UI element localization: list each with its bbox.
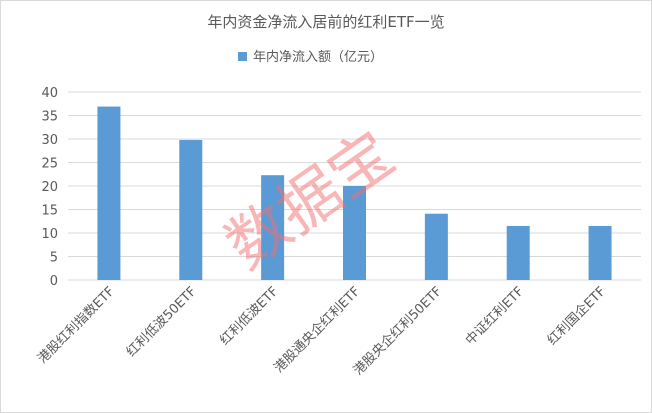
bar: [506, 225, 530, 280]
x-tick-label: 港股通央企红利ETF: [271, 284, 363, 376]
y-tick-label: 35: [41, 110, 58, 125]
y-tick-label: 30: [41, 133, 58, 148]
y-tick-label: 0: [50, 274, 58, 289]
y-tick-label: 5: [50, 251, 58, 266]
bar: [261, 175, 285, 280]
x-tick-label: 港股央企红利50ETF: [350, 284, 445, 379]
bar: [343, 186, 366, 280]
y-tick-label: 25: [41, 157, 58, 172]
legend: 年内净流入额（亿元）: [238, 49, 383, 65]
y-tick-label: 40: [41, 86, 58, 101]
chart-title: 年内资金净流入居前的红利ETF一览: [207, 13, 444, 31]
watermark: 数据宝: [213, 117, 407, 283]
x-tick-label: 红利低波50ETF: [123, 284, 200, 361]
y-tick-label: 15: [41, 204, 58, 219]
x-tick-label: 红利低波ETF: [217, 284, 282, 349]
x-tick-label: 港股红利指数ETF: [35, 284, 118, 367]
bar: [588, 225, 612, 280]
legend-swatch: [238, 52, 247, 61]
y-tick-label: 20: [41, 180, 58, 195]
legend-label: 年内净流入额（亿元）: [253, 49, 383, 65]
bar: [97, 106, 121, 280]
x-tick-label: 红利国企ETF: [544, 284, 609, 349]
bar: [179, 139, 203, 280]
y-tick-label: 10: [41, 227, 58, 242]
bar: [424, 213, 448, 280]
x-tick-label: 中证红利ETF: [462, 284, 527, 349]
